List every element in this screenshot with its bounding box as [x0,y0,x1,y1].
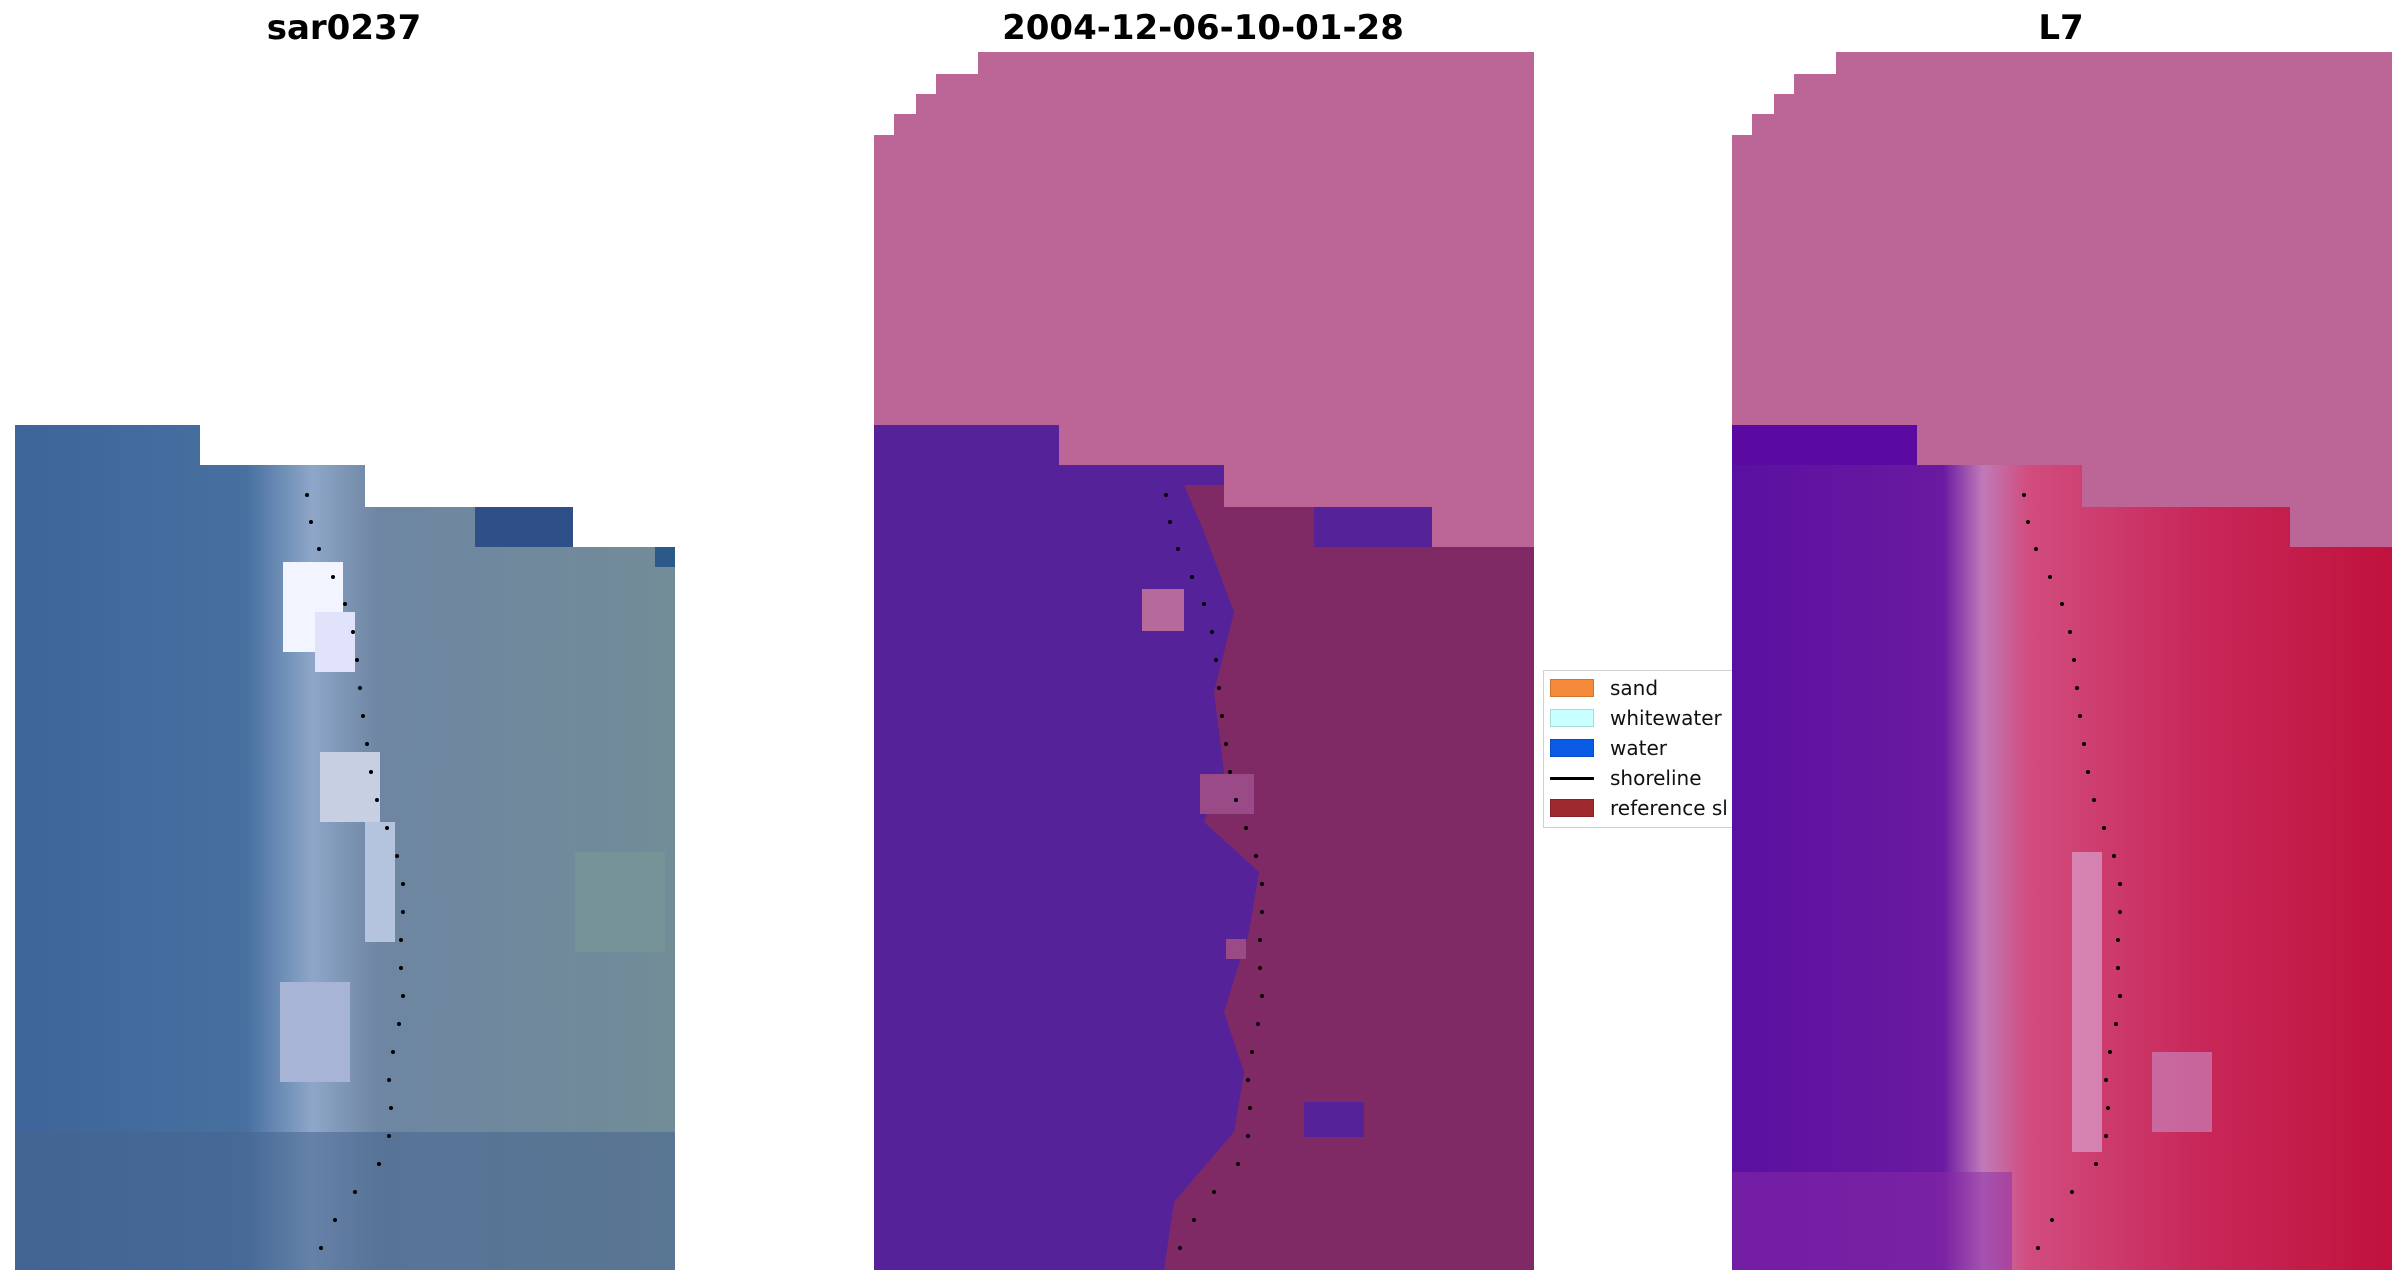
legend-item-reference-shoreline: reference sl [1550,795,1728,821]
classified-image [874,52,1534,1270]
legend-label: water [1610,736,1667,760]
shoreline-line-swatch [1550,776,1594,780]
index-image [1732,52,2392,1270]
shoreline-dots-rgb [305,493,405,1250]
panel-title-rgb: sar0237 [266,8,422,48]
index-data-region [1732,425,2392,1270]
shoreline-dots-index [2022,493,2122,1250]
legend-label: shoreline [1610,766,1702,790]
legend-label: sand [1610,676,1659,700]
legend-label: whitewater [1610,706,1722,730]
whitewater-swatch [1550,709,1594,727]
panel-title-satellite: L7 [2038,8,2084,48]
rgb-satellite-image [15,425,675,1270]
reference-shoreline-swatch [1550,799,1594,817]
legend-item-whitewater: whitewater [1550,705,1722,731]
legend-item-shoreline: shoreline [1550,765,1702,791]
legend-item-water: water [1550,735,1667,761]
shoreline-dots-classified [1164,493,1264,1250]
water-swatch [1550,739,1594,757]
rgb-data-region [15,425,675,1270]
legend-item-sand: sand [1550,675,1658,701]
sand-swatch [1550,679,1594,697]
land-class-region [1164,485,1534,1270]
panel-title-classification: 2004-12-06-10-01-28 [1002,8,1404,48]
legend-label: reference sl [1610,796,1728,820]
classification-legend: sand whitewater water shoreline referenc… [1543,670,1733,828]
